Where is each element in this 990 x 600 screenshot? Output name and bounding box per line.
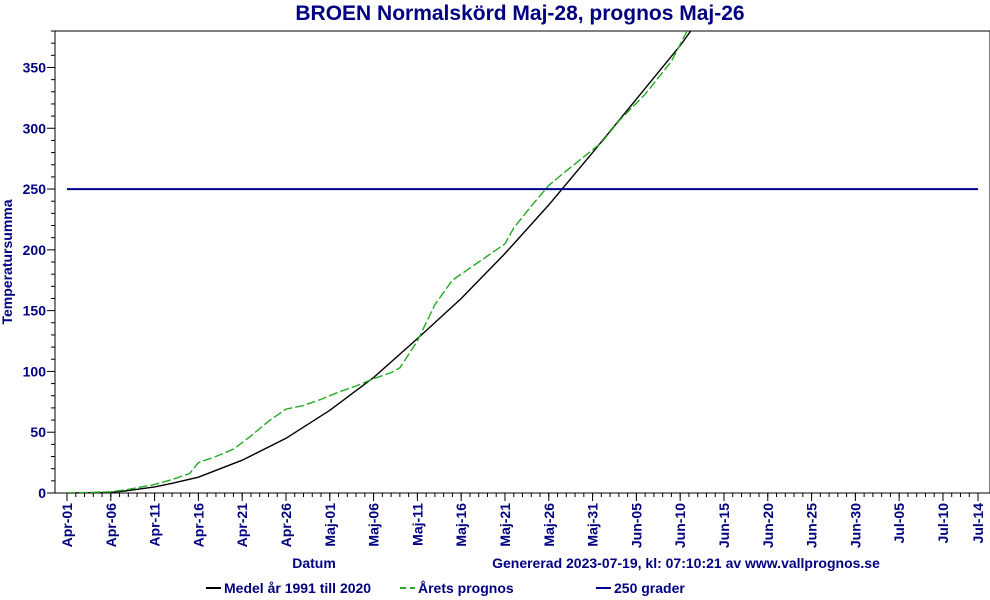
x-axis: Apr-01 Apr-06 Apr-11 Apr-16 Apr-21 Apr-26 Maj-… <box>59 493 986 548</box>
series-layer <box>66 31 978 493</box>
x-tick-label: Jun-05 <box>628 503 644 548</box>
chart-title: BROEN Normalskörd Maj-28, prognos Maj-26 <box>295 2 744 25</box>
x-tick-label: Apr-26 <box>278 503 294 548</box>
x-tick-label: Jun-20 <box>760 503 776 548</box>
legend-label-prognos: Årets prognos <box>418 580 514 596</box>
x-axis-label: Datum <box>292 555 336 571</box>
x-tick-label: Jun-15 <box>716 503 732 548</box>
x-tick-label: Apr-21 <box>234 503 250 548</box>
y-tick-label: 200 <box>23 242 47 258</box>
x-tick-label: Maj-11 <box>409 503 425 546</box>
y-tick-label: 150 <box>23 303 47 319</box>
x-tick-label: Apr-16 <box>190 503 206 548</box>
x-tick-label: Jul-05 <box>891 503 907 544</box>
x-tick-label: Maj-06 <box>366 503 382 547</box>
x-tick-label: Maj-21 <box>497 503 513 547</box>
y-tick-label: 350 <box>23 59 47 75</box>
legend-label-medel: Medel år 1991 till 2020 <box>224 580 371 596</box>
y-axis: 0 50 100 150 200 250 300 350 <box>23 30 55 501</box>
x-tick-label: Jun-10 <box>672 503 688 548</box>
x-tick-label: Jul-14 <box>970 503 986 544</box>
series-line-prognos <box>66 31 688 493</box>
y-axis-label: Temperatursumma <box>0 199 15 324</box>
x-tick-label: Maj-26 <box>541 503 557 547</box>
y-tick-label: 0 <box>38 485 46 501</box>
x-tick-label: Maj-01 <box>322 503 338 547</box>
y-tick-label: 100 <box>23 363 47 379</box>
x-tick-label: Jun-25 <box>804 503 820 548</box>
y-tick-label: 300 <box>23 120 47 136</box>
x-tick-label: Apr-01 <box>59 503 75 548</box>
legend: Medel år 1991 till 2020 Årets prognos 25… <box>206 580 685 596</box>
x-tick-label: Apr-11 <box>147 503 163 547</box>
y-tick-label: 250 <box>23 181 47 197</box>
x-tick-label: Maj-31 <box>585 503 601 547</box>
series-line-medel <box>66 31 692 493</box>
plot-area <box>54 30 990 494</box>
x-tick-label: Apr-06 <box>103 503 119 548</box>
x-tick-label: Jun-30 <box>847 503 863 548</box>
x-tick-label: Jul-10 <box>935 503 951 544</box>
legend-label-threshold: 250 grader <box>614 580 685 596</box>
footer-text: Genererad 2023-07-19, kl: 07:10:21 av ww… <box>492 555 880 571</box>
y-tick-label: 50 <box>30 424 46 440</box>
x-tick-label: Maj-16 <box>453 503 469 547</box>
